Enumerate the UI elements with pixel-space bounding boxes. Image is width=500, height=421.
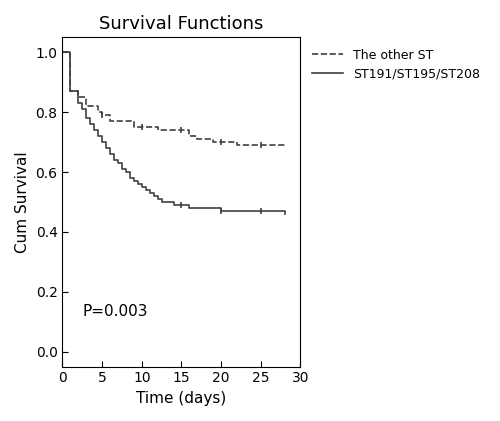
Legend: The other ST, ST191/ST195/ST208: The other ST, ST191/ST195/ST208 (306, 44, 485, 86)
Text: P=0.003: P=0.003 (82, 304, 148, 319)
X-axis label: Time (days): Time (days) (136, 391, 226, 406)
Title: Survival Functions: Survival Functions (100, 15, 264, 33)
Y-axis label: Cum Survival: Cum Survival (15, 151, 30, 253)
